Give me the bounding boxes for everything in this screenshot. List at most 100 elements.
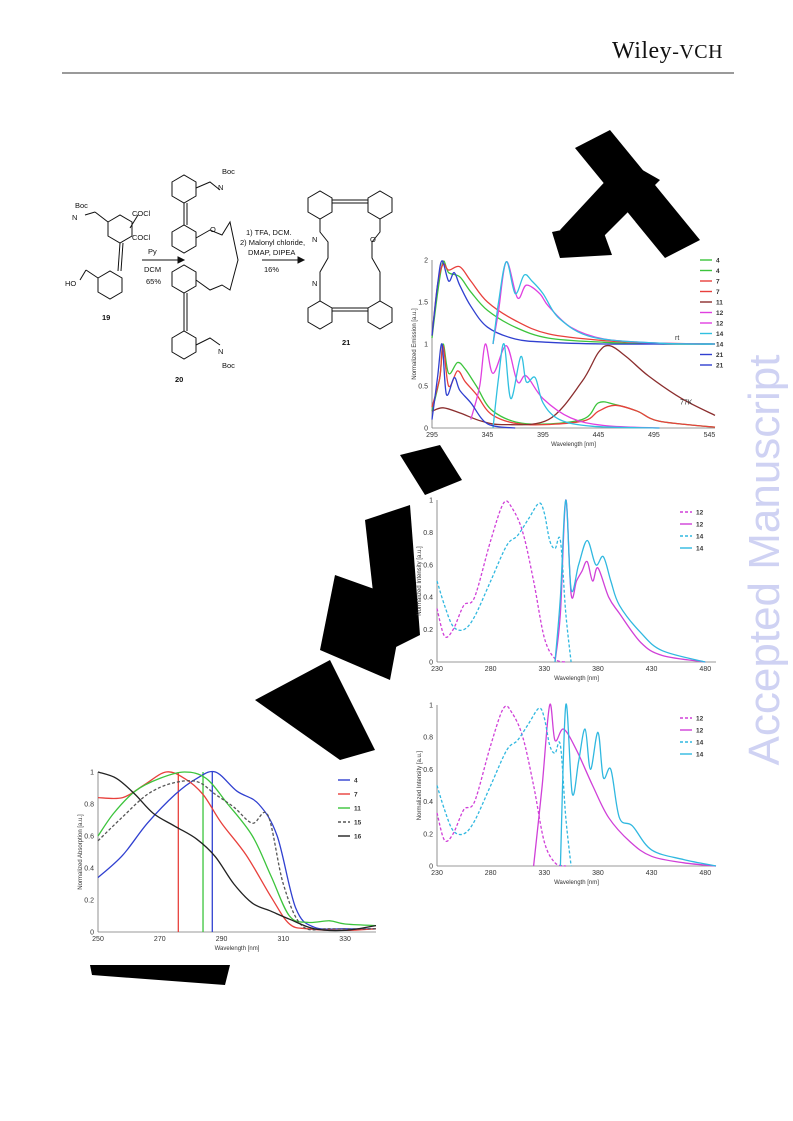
- x-tick-label: 280: [485, 870, 497, 877]
- annotation-77k: 77K: [680, 399, 693, 406]
- chart-legend: 12 12 14 14: [680, 510, 704, 553]
- series-line-14: [492, 261, 716, 345]
- y-tick-label: 0: [429, 660, 433, 667]
- annotation-rt: rt: [675, 335, 679, 342]
- series-line-4: [97, 770, 377, 930]
- chart-plot-area: 230 280 330 380 430 480 0 0.2 0.4 0.6 0.8 1 Waveleng…: [417, 703, 717, 886]
- y-tick-label: 0.8: [423, 735, 433, 742]
- y-tick-label: 0.8: [423, 530, 433, 537]
- series-line-21: [431, 260, 715, 345]
- ring-19a: [107, 214, 133, 244]
- stamp-shape-l: [320, 575, 405, 680]
- x-tick-label: 380: [592, 666, 604, 673]
- step2-line1: 1) TFA, DCM.: [246, 228, 292, 237]
- label-n-21a: N: [312, 235, 317, 244]
- x-tick-label: 480: [699, 666, 711, 673]
- series-line-14: [492, 343, 660, 429]
- y-tick-label: 1: [429, 498, 433, 505]
- y-tick-label: 0.2: [423, 831, 433, 838]
- y-tick-label: 0.6: [423, 562, 433, 569]
- legend-label: 12: [696, 522, 704, 529]
- x-tick-label: 545: [704, 432, 716, 439]
- y-tick-label: 0: [424, 426, 428, 433]
- x-tick-label: 290: [216, 936, 228, 943]
- y-axis-label: Normalized Absorption [a.u.]: [78, 814, 84, 890]
- y-tick-label: 2: [424, 258, 428, 265]
- series-line-7: [431, 345, 716, 428]
- label-n-20b: N: [218, 347, 223, 356]
- legend-label: 7: [354, 792, 358, 799]
- legend-label: 14: [696, 534, 704, 541]
- stamp-shape-y: [400, 445, 462, 495]
- series-line-14: [554, 499, 706, 663]
- y-axis-label: Normalized Intensity [a.u.]: [417, 546, 423, 616]
- x-tick-label: 495: [648, 432, 660, 439]
- legend-label: 7: [716, 289, 720, 296]
- legend-label: 14: [716, 342, 724, 349]
- series-line-7: [97, 771, 377, 932]
- x-tick-label: 230: [431, 870, 443, 877]
- y-tick-label: 0.4: [423, 595, 433, 602]
- y-tick-label: 0.2: [423, 627, 433, 634]
- y-axis-label: Normalized Intensity [a.u.]: [417, 750, 423, 820]
- x-tick-label: 310: [277, 936, 289, 943]
- legend-label: 7: [716, 279, 720, 286]
- series-line-11: [431, 344, 716, 426]
- x-tick-label: 345: [482, 432, 494, 439]
- y-tick-label: 1: [429, 703, 433, 710]
- x-tick-label: 330: [538, 870, 550, 877]
- ring-21a: [307, 190, 333, 220]
- reagent-py: Py: [148, 247, 157, 256]
- chart-plot-area: 230 280 330 380 430 480 0 0.2 0.4 0.6 0.8 1 Waveleng…: [417, 498, 716, 682]
- label-boc-20b: Boc: [222, 361, 235, 370]
- legend-label: 21: [716, 363, 724, 370]
- step2-line2: 2) Malonyl chloride,: [240, 238, 305, 247]
- legend-label: 14: [696, 546, 704, 553]
- x-tick-label: 395: [537, 432, 549, 439]
- series-line-12: [470, 343, 660, 429]
- legend-label: 14: [696, 740, 704, 747]
- ring-20c: [171, 264, 197, 294]
- x-axis-label: Wavelength [nm]: [554, 880, 599, 886]
- series-line-21: [431, 343, 516, 429]
- y-tick-label: 0.4: [84, 866, 94, 873]
- legend-label: 16: [354, 834, 362, 841]
- legend-label: 14: [716, 331, 724, 338]
- series-line-12: [436, 500, 566, 663]
- label-boc-20a: Boc: [222, 167, 235, 176]
- label-n-20a: N: [218, 183, 223, 192]
- series-line-12: [532, 703, 717, 867]
- series-line-16: [97, 771, 377, 932]
- series-line-11: [97, 771, 377, 927]
- legend-label: 15: [354, 820, 362, 827]
- legend-label: 4: [354, 778, 358, 785]
- label-o-21: O: [370, 235, 376, 244]
- stamp-shape-w: [90, 965, 230, 985]
- y-tick-label: 0.2: [84, 898, 94, 905]
- y-tick-label: 0.5: [418, 384, 428, 391]
- x-tick-label: 445: [593, 432, 605, 439]
- chart-plot-area: 250 270 290 310 330 0 0.2 0.4 0.6 0.8 1 Wavelength …: [78, 770, 377, 952]
- y-tick-label: 1.5: [418, 300, 428, 307]
- x-axis-label: Wavelength [nm]: [215, 946, 260, 952]
- legend-label: 12: [716, 310, 724, 317]
- x-tick-label: 250: [92, 936, 104, 943]
- legend-label: 14: [696, 752, 704, 759]
- legend-label: 11: [716, 300, 723, 307]
- synthesis-scheme: 19 20 21 Boc N HO Boc N O N Boc N N O CO…: [65, 167, 393, 384]
- reagent-cocl-1: COCl: [132, 209, 151, 218]
- legend-label: 12: [696, 728, 704, 735]
- legend-label: 4: [716, 268, 720, 275]
- legend-label: 12: [716, 321, 724, 328]
- series-line-15: [97, 780, 377, 931]
- x-tick-label: 430: [646, 666, 658, 673]
- label-n-21b: N: [312, 279, 317, 288]
- x-tick-label: 330: [339, 936, 351, 943]
- x-tick-label: 330: [538, 666, 550, 673]
- chart-legend: 12 12 14 14: [680, 716, 704, 759]
- label-ho-19: HO: [65, 279, 76, 288]
- series-line-14: [436, 502, 572, 663]
